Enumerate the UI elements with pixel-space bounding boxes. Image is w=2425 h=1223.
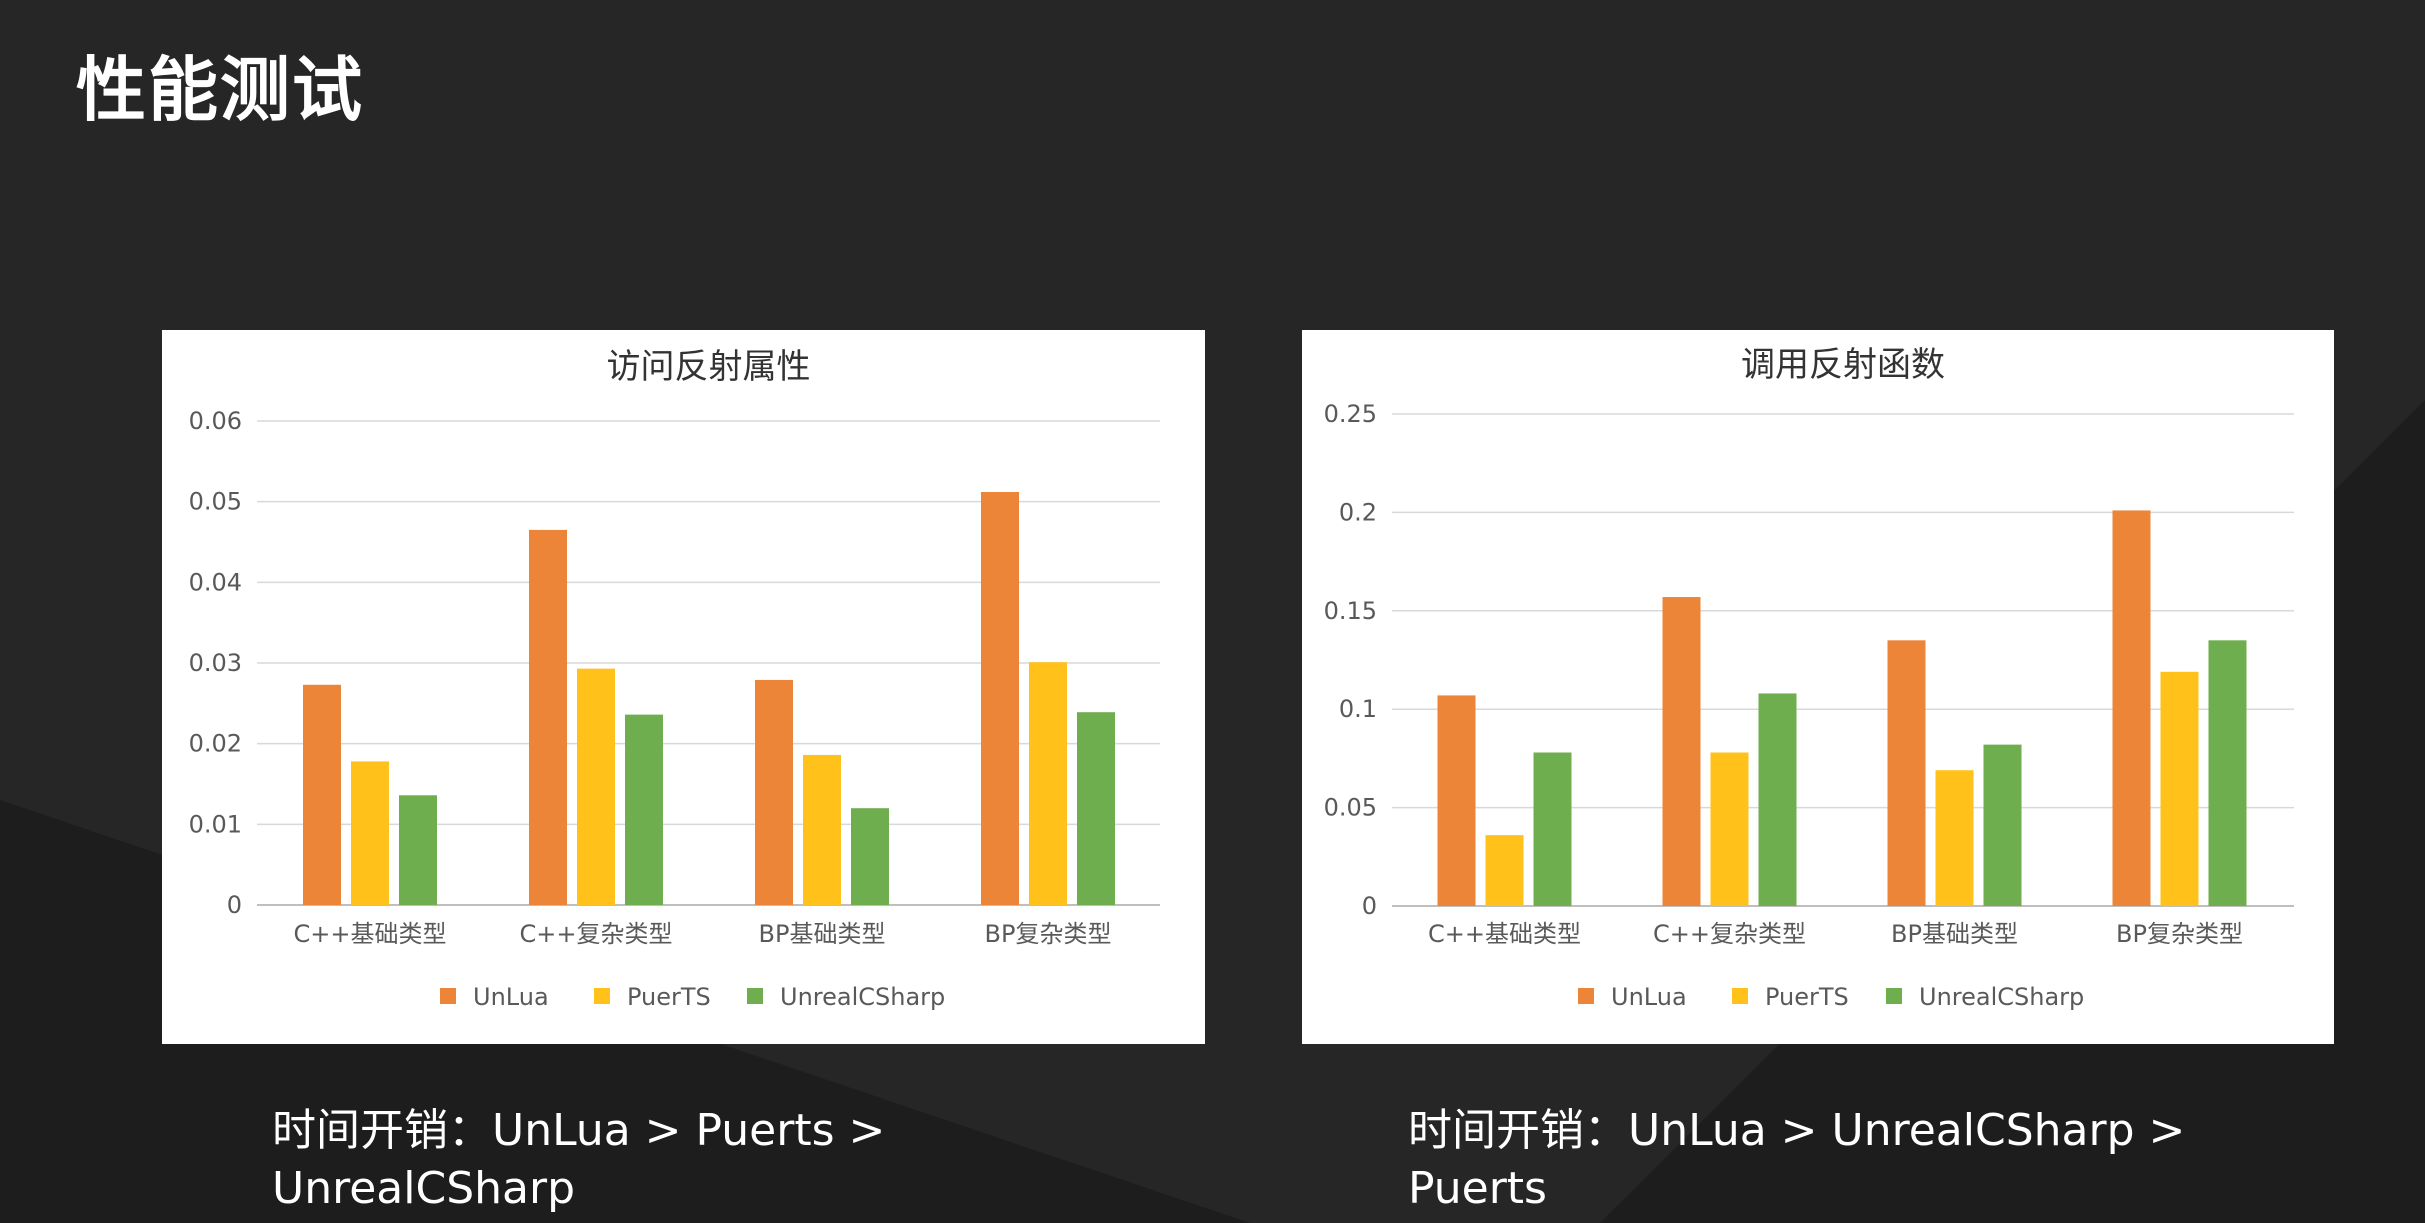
bar-unlua	[1437, 695, 1476, 906]
bar-unrealcsharp	[1533, 752, 1572, 906]
y-tick-label: 0.05	[1324, 794, 1377, 822]
legend-swatch-unlua	[1578, 988, 1594, 1004]
caption-right: 时间开销：UnLua > UnrealCSharp > Puerts	[1408, 1105, 2186, 1214]
chart-title: 访问反射属性	[607, 347, 811, 387]
y-tick-label: 0.1	[1339, 695, 1377, 723]
bar-unrealcsharp	[1758, 693, 1797, 906]
bar-unrealcsharp	[399, 795, 437, 905]
legend-label-unlua: UnLua	[473, 983, 549, 1011]
bar-puerts	[351, 761, 389, 905]
x-category-label: C++复杂类型	[1653, 920, 1806, 948]
legend-swatch-unlua	[440, 988, 456, 1004]
y-tick-label: 0.01	[189, 810, 242, 838]
bar-unlua	[529, 529, 567, 905]
y-tick-label: 0.04	[189, 568, 242, 596]
legend-label-unlua: UnLua	[1611, 983, 1687, 1011]
bar-unlua	[981, 491, 1019, 905]
bar-unlua	[1662, 597, 1701, 906]
bar-unlua	[1887, 640, 1926, 906]
slide-title: 性能测试	[76, 49, 364, 131]
chart-svg: 访问反射属性 0 0.01 0.02 0.03 0.04 0.05 0.06 C++基础类型 C+…	[189, 347, 1160, 1011]
y-tick-label: 0.02	[189, 730, 242, 758]
bar-unlua	[303, 684, 341, 905]
legend-label-unrealcsharp: UnrealCSharp	[780, 983, 945, 1011]
chart-panel-function-call: 调用反射函数 0 0.05 0.1 0.15 0.2 0.25 C++基础类型 C++复杂类型 B…	[1302, 330, 2334, 1044]
bar-puerts	[1029, 662, 1067, 905]
y-tick-label: 0.25	[1324, 400, 1377, 428]
legend-swatch-unrealcsharp	[747, 988, 763, 1004]
x-category-label: BP复杂类型	[2116, 920, 2243, 948]
y-tick-label: 0.2	[1339, 498, 1377, 526]
bar-unrealcsharp	[851, 808, 889, 905]
legend-label-puerts: PuerTS	[1765, 983, 1849, 1011]
legend-swatch-puerts	[1732, 988, 1748, 1004]
bar-unlua	[755, 679, 793, 905]
y-tick-label: 0.03	[189, 649, 242, 677]
y-tick-label: 0.06	[189, 407, 242, 435]
caption-left: 时间开销：UnLua > Puerts > UnrealCSharp	[272, 1105, 886, 1214]
x-category-label: C++复杂类型	[520, 920, 673, 948]
chart-panel-property-access: 访问反射属性 0 0.01 0.02 0.03 0.04 0.05 0.06 C++基础类型 C+…	[162, 330, 1205, 1044]
x-category-label: BP复杂类型	[985, 920, 1112, 948]
y-tick-label: 0	[227, 891, 242, 919]
x-category-label: BP基础类型	[759, 920, 886, 948]
bar-unrealcsharp	[2208, 640, 2247, 906]
bar-puerts	[2160, 671, 2199, 906]
legend-swatch-unrealcsharp	[1886, 988, 1902, 1004]
legend-label-puerts: PuerTS	[627, 983, 711, 1011]
x-category-label: BP基础类型	[1891, 920, 2018, 948]
x-category-label: C++基础类型	[1428, 920, 1581, 948]
chart-title: 调用反射函数	[1741, 345, 1945, 385]
bar-unrealcsharp	[1983, 744, 2022, 906]
y-tick-label: 0.15	[1324, 597, 1377, 625]
chart-svg: 调用反射函数 0 0.05 0.1 0.15 0.2 0.25 C++基础类型 C++复杂类型 B…	[1324, 345, 2294, 1011]
bar-unlua	[2112, 510, 2151, 906]
y-tick-label: 0.05	[189, 488, 242, 516]
legend-swatch-puerts	[594, 988, 610, 1004]
bar-puerts	[803, 754, 841, 905]
bar-puerts	[1935, 770, 1974, 906]
y-tick-label: 0	[1362, 892, 1377, 920]
legend-label-unrealcsharp: UnrealCSharp	[1919, 983, 2084, 1011]
bar-puerts	[1485, 835, 1524, 906]
bar-puerts	[1710, 752, 1749, 906]
bar-unrealcsharp	[1077, 712, 1115, 905]
bar-puerts	[577, 668, 615, 905]
x-category-label: C++基础类型	[294, 920, 447, 948]
bar-unrealcsharp	[625, 714, 663, 905]
